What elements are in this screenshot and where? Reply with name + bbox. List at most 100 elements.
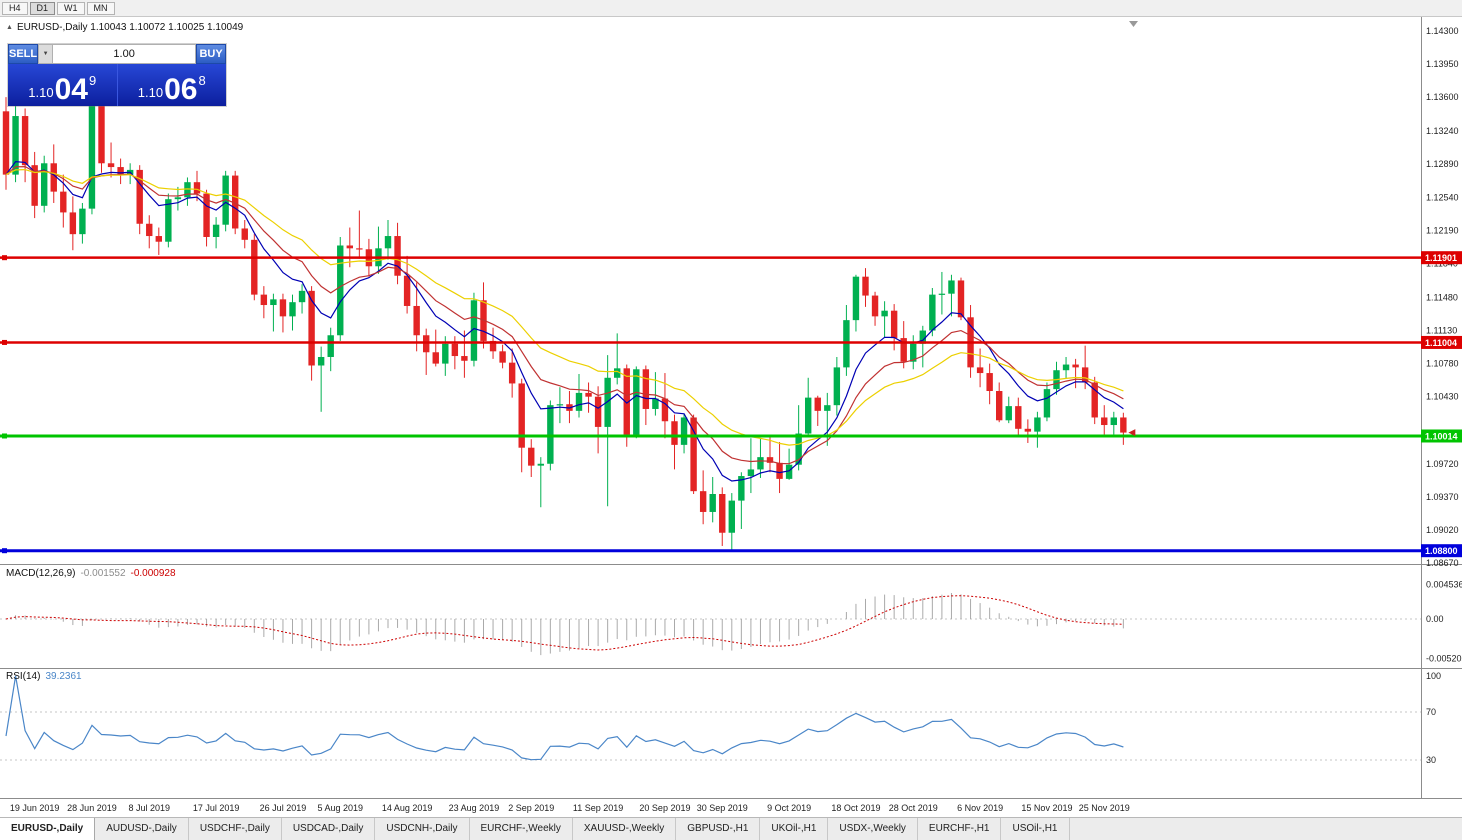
- candle-body: [747, 469, 755, 477]
- candle-body: [766, 457, 774, 463]
- candle-body: [499, 351, 506, 363]
- level-price-tag-text: 1.08800: [1425, 546, 1458, 556]
- chart-tab-ukoil-h1[interactable]: UKOil-,H1: [760, 818, 829, 840]
- macd-indicator-label: MACD(12,26,9) -0.001552 -0.000928: [6, 568, 176, 579]
- candle-body: [910, 343, 917, 362]
- candle-body: [451, 343, 459, 357]
- price-axis-label: 1.09020: [1426, 525, 1459, 535]
- timeframe-toolbar: H4 D1 W1 MN: [0, 0, 1462, 17]
- candle-body: [785, 464, 793, 479]
- candle-body: [919, 330, 926, 344]
- candle-body: [547, 405, 554, 464]
- candle-body: [824, 405, 831, 411]
- candle-body: [88, 104, 96, 209]
- candle-body: [680, 417, 688, 445]
- candle-body: [289, 302, 296, 317]
- chart-tab-gbpusd-h1[interactable]: GBPUSD-,H1: [676, 818, 761, 840]
- candle-body: [146, 223, 153, 237]
- volume-stepper: ▼: [38, 44, 197, 64]
- date-label: 6 Nov 2019: [957, 803, 1003, 813]
- candle-body: [155, 236, 162, 242]
- candle-body: [929, 294, 936, 331]
- candle-body: [69, 212, 77, 235]
- candle-body: [461, 356, 468, 361]
- buy-price-panel[interactable]: 1.10 06 8: [117, 64, 226, 106]
- volume-input[interactable]: [53, 45, 196, 63]
- rsi-title: RSI(14): [6, 671, 41, 682]
- rsi-axis-label: 70: [1426, 707, 1436, 717]
- timeframe-button-mn[interactable]: MN: [86, 1, 115, 15]
- level-line-handle: [2, 339, 7, 345]
- chart-tab-eurusd-daily[interactable]: EURUSD-,Daily: [0, 818, 96, 840]
- candle-body: [346, 245, 353, 249]
- chart-tab-eurchf-weekly[interactable]: EURCHF-,Weekly: [470, 818, 573, 840]
- timeframe-button-h4[interactable]: H4: [2, 1, 28, 15]
- level-line-handle: [2, 548, 7, 554]
- candle-body: [308, 290, 315, 366]
- sell-price-panel[interactable]: 1.10 04 9: [8, 64, 118, 106]
- candle-body: [1034, 417, 1041, 432]
- level-price-tag-text: 1.10014: [1425, 431, 1458, 441]
- candle-body: [948, 280, 955, 294]
- chart-canvas[interactable]: 1.14300 1.13950 1.13600 1.13240 1.12890 1.125…: [0, 17, 1462, 817]
- chart-shift-marker: [1129, 21, 1138, 27]
- level-price-tag-text: 1.11901: [1425, 253, 1457, 263]
- timeframe-button-d1[interactable]: D1: [29, 1, 56, 15]
- candle-body: [384, 236, 392, 249]
- chart-tab-usdchf-daily[interactable]: USDCHF-,Daily: [189, 818, 282, 840]
- chart-tab-usdcad-daily[interactable]: USDCAD-,Daily: [282, 818, 376, 840]
- candle-body: [394, 236, 401, 276]
- candle-body: [976, 367, 984, 374]
- candle-body: [719, 494, 726, 533]
- rsi-axis-label: 100: [1426, 671, 1441, 681]
- candle-body: [212, 224, 220, 237]
- candle-body: [652, 398, 659, 409]
- candle-body: [298, 290, 306, 303]
- date-label: 17 Jul 2019: [193, 803, 240, 813]
- candle-body: [862, 276, 869, 296]
- chart-tab-eurchf-h1[interactable]: EURCHF-,H1: [918, 818, 1002, 840]
- chart-tab-usoil-h1[interactable]: USOil-,H1: [1001, 818, 1070, 840]
- candle-body: [193, 182, 201, 194]
- chart-tab-usdcnh-daily[interactable]: USDCNH-,Daily: [375, 818, 470, 840]
- candle-body: [184, 182, 191, 198]
- candle-body: [1072, 364, 1079, 368]
- sell-button[interactable]: SELL: [8, 44, 39, 64]
- candle-body: [633, 369, 640, 435]
- macd-histogram: [15, 592, 1124, 656]
- candle-body: [21, 116, 29, 166]
- timeframe-button-w1[interactable]: W1: [57, 1, 85, 15]
- buy-button[interactable]: BUY: [196, 44, 226, 64]
- candle-body: [117, 167, 124, 175]
- candle-body: [881, 310, 888, 317]
- date-label: 15 Nov 2019: [1021, 803, 1072, 813]
- candles-series[interactable]: [2, 92, 1127, 552]
- price-axis-label: 1.12890: [1426, 159, 1459, 169]
- price-axis[interactable]: 1.14300 1.13950 1.13600 1.13240 1.12890 1.125…: [1426, 26, 1459, 568]
- price-axis-label: 1.13240: [1426, 126, 1459, 136]
- volume-dropdown-icon[interactable]: ▼: [39, 45, 54, 63]
- candle-body: [241, 228, 248, 240]
- buy-price-prefix: 1.10: [137, 85, 164, 100]
- rsi-axis-label: 30: [1426, 755, 1436, 765]
- level-price-tag: [1421, 335, 1462, 349]
- price-axis-label: 1.09370: [1426, 492, 1459, 502]
- time-axis[interactable]: 19 Jun 2019 28 Jun 2019 8 Jul 2019 17 Jul 2…: [10, 803, 1130, 813]
- candle-body: [757, 457, 764, 470]
- price-axis-label: 1.13600: [1426, 92, 1459, 102]
- candle-body: [327, 335, 334, 357]
- candle-body: [165, 199, 172, 242]
- candle-body: [699, 491, 707, 512]
- chart-tab-audusd-daily[interactable]: AUDUSD-,Daily: [95, 818, 189, 840]
- candle-body: [957, 280, 965, 318]
- chart-tab-usdx-weekly[interactable]: USDX-,Weekly: [828, 818, 918, 840]
- candle-body: [594, 396, 602, 427]
- candle-body: [814, 397, 821, 411]
- chart-tab-xauusd-weekly[interactable]: XAUUSD-,Weekly: [573, 818, 677, 840]
- candle-body: [508, 362, 516, 384]
- one-click-trading-panel: SELL ▼ BUY 1.10 04 9 1.10 06 8: [8, 44, 226, 106]
- date-label: 20 Sep 2019: [639, 803, 690, 813]
- price-axis-label: 1.10430: [1426, 392, 1459, 402]
- collapse-chart-icon[interactable]: ▲: [6, 24, 13, 31]
